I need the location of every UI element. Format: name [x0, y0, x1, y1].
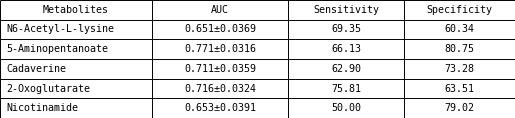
Text: Sensitivity: Sensitivity	[313, 5, 380, 15]
Text: 62.90: 62.90	[331, 64, 362, 74]
Text: 73.28: 73.28	[444, 64, 475, 74]
Text: 80.75: 80.75	[444, 44, 475, 54]
Text: Cadaverine: Cadaverine	[6, 64, 66, 74]
Text: N6-Acetyl-L-lysine: N6-Acetyl-L-lysine	[6, 25, 114, 34]
Text: 69.35: 69.35	[331, 25, 362, 34]
Text: AUC: AUC	[211, 5, 229, 15]
Text: 63.51: 63.51	[444, 84, 475, 93]
Text: 50.00: 50.00	[331, 103, 362, 113]
Text: 66.13: 66.13	[331, 44, 362, 54]
Text: Specificity: Specificity	[426, 5, 493, 15]
Text: 0.711±0.0359: 0.711±0.0359	[184, 64, 256, 74]
Text: Metabolites: Metabolites	[43, 5, 109, 15]
Text: 79.02: 79.02	[444, 103, 475, 113]
Text: 0.653±0.0391: 0.653±0.0391	[184, 103, 256, 113]
Text: 0.651±0.0369: 0.651±0.0369	[184, 25, 256, 34]
Text: 0.716±0.0324: 0.716±0.0324	[184, 84, 256, 93]
Text: 75.81: 75.81	[331, 84, 362, 93]
Text: 5-Aminopentanoate: 5-Aminopentanoate	[6, 44, 108, 54]
Text: 2-Oxoglutarate: 2-Oxoglutarate	[6, 84, 90, 93]
Text: 0.771±0.0316: 0.771±0.0316	[184, 44, 256, 54]
Text: 60.34: 60.34	[444, 25, 475, 34]
Text: Nicotinamide: Nicotinamide	[6, 103, 78, 113]
